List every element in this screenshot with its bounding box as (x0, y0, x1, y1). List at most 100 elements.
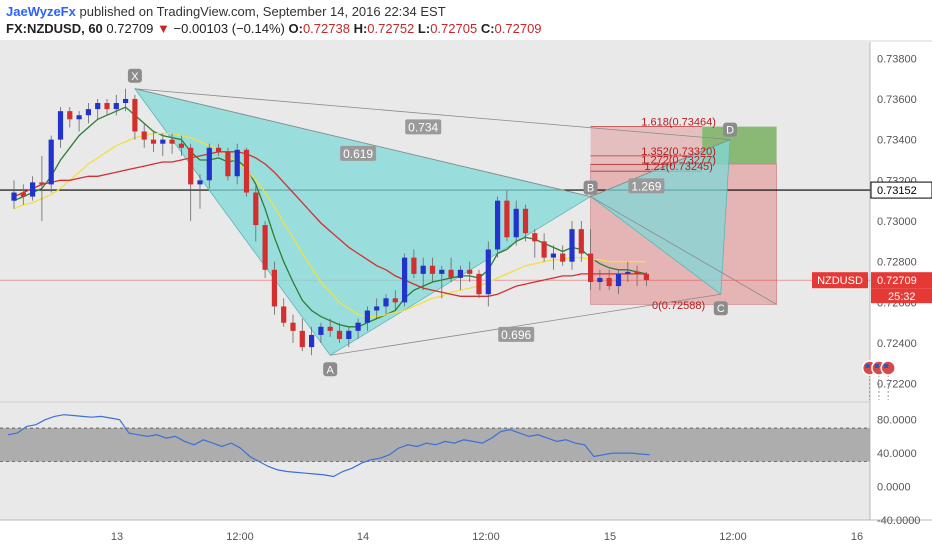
candle-body (643, 273, 649, 280)
candle-body (504, 200, 510, 238)
rsi-tick-label: 40.0000 (877, 448, 917, 460)
pattern-point-c: C (717, 303, 725, 315)
change-text: −0.00103 (−0.14%) (173, 21, 285, 36)
ohlc-line: FX:NZDUSD, 60 0.72709 ▼ −0.00103 (−0.14%… (6, 21, 542, 36)
pattern-point-a: A (327, 364, 335, 376)
candle-body (178, 143, 184, 148)
candle-body (11, 192, 17, 201)
price-tick-label: 0.72400 (877, 338, 917, 350)
candle-body (150, 139, 157, 144)
candle-body (39, 182, 45, 185)
candle-body (364, 310, 370, 323)
candle-body (318, 326, 324, 335)
candle-body (132, 98, 138, 132)
countdown-tag: 25:32 (888, 291, 916, 303)
rsi-tick-label: 0.0000 (877, 482, 911, 494)
pattern-point-x: X (131, 71, 139, 83)
bd-ratio-line (590, 139, 731, 197)
chart-header: JaeWyzeFx published on TradingView.com, … (0, 0, 932, 40)
close-label: C: (480, 21, 495, 36)
candle-body (234, 149, 240, 177)
candle-body (588, 253, 594, 283)
symbol-tag-bg (812, 272, 868, 289)
candle-body (569, 229, 575, 262)
time-tick-label: 12:00 (226, 531, 254, 543)
author-link[interactable]: JaeWyzeFx (6, 4, 76, 19)
rsi-tick-label: 80.0000 (877, 415, 917, 427)
time-tick-label: 15 (604, 531, 616, 543)
candle-body (485, 249, 491, 295)
open-label: O: (288, 21, 303, 36)
ratio-label-bg (628, 178, 665, 194)
us-flag-icon-canton (865, 364, 870, 368)
candle-body (522, 208, 529, 234)
symbol-label[interactable]: FX:NZDUSD, 60 (6, 21, 103, 36)
candle-body (95, 103, 101, 110)
candle-body (634, 271, 640, 274)
xb-ratio-line (134, 88, 591, 197)
candle-body (67, 111, 73, 120)
candle-body (57, 111, 64, 140)
candle-body (383, 298, 389, 307)
us-flag-icon-canton (874, 364, 879, 368)
down-arrow-icon: ▼ (157, 21, 170, 36)
candle-body (578, 229, 584, 254)
ratio-label: 0.619 (343, 147, 373, 161)
us-flag-icon-canton (884, 364, 889, 368)
ratio-label: 0.734 (408, 120, 438, 134)
time-tick-label: 16 (851, 531, 863, 543)
candle-body (439, 269, 445, 274)
fib-level-label: 1.21(0.73245) (644, 161, 713, 173)
candle-body (327, 326, 333, 331)
countdown-tag-bg (871, 288, 932, 304)
candle-body (550, 253, 556, 258)
candle-body (402, 257, 408, 303)
ratio-label-bg (498, 326, 535, 342)
ac-ratio-line (330, 293, 721, 356)
rsi-tick-label: -40.0000 (877, 515, 920, 527)
candle-body (355, 322, 361, 331)
candle-body (225, 151, 231, 177)
time-tick-label: 12:00 (719, 531, 747, 543)
candle-body (411, 257, 417, 274)
pattern-point-d-bg (723, 122, 738, 137)
candle-body (216, 147, 222, 152)
ratio-label-bg (405, 119, 442, 135)
candle-body (76, 115, 82, 120)
high-label: H: (353, 21, 368, 36)
candle-body (467, 269, 473, 274)
candle-body (253, 192, 259, 226)
published-text: published on TradingView.com, September … (79, 4, 446, 19)
candle-body (299, 330, 305, 348)
candle-body (85, 109, 91, 116)
candle-body (141, 131, 147, 140)
pattern-point-b-bg (583, 180, 598, 195)
candle-body (346, 330, 352, 339)
candle-body (271, 269, 277, 307)
candle-body (197, 180, 203, 185)
candle-body (392, 298, 398, 303)
ratio-label: 0.696 (501, 328, 531, 342)
candle-body (113, 103, 119, 110)
fib-level-label: 1.618(0.73464) (641, 117, 716, 129)
candle-body (532, 233, 538, 242)
horizontal-line-tag-bg (870, 181, 932, 199)
horizontal-line-tag: 0.73152 (877, 185, 917, 197)
price-tick-label: 0.72800 (877, 257, 917, 269)
candle-body (309, 334, 315, 348)
ratio-label-bg (340, 145, 377, 161)
publish-line: JaeWyzeFx published on TradingView.com, … (6, 4, 446, 19)
time-tick-label: 14 (357, 531, 369, 543)
candle-body (420, 265, 426, 274)
moving-average-2 (13, 132, 647, 318)
candle-body (188, 147, 194, 185)
candle-body (457, 269, 463, 278)
price-tick-label: 0.73800 (877, 53, 917, 65)
candle-body (30, 182, 36, 197)
candle-body (374, 306, 380, 311)
pattern-point-a-bg (323, 362, 338, 377)
candle-body (597, 277, 603, 283)
low-value: 0.72705 (430, 21, 478, 36)
open-value: 0.72738 (302, 21, 350, 36)
